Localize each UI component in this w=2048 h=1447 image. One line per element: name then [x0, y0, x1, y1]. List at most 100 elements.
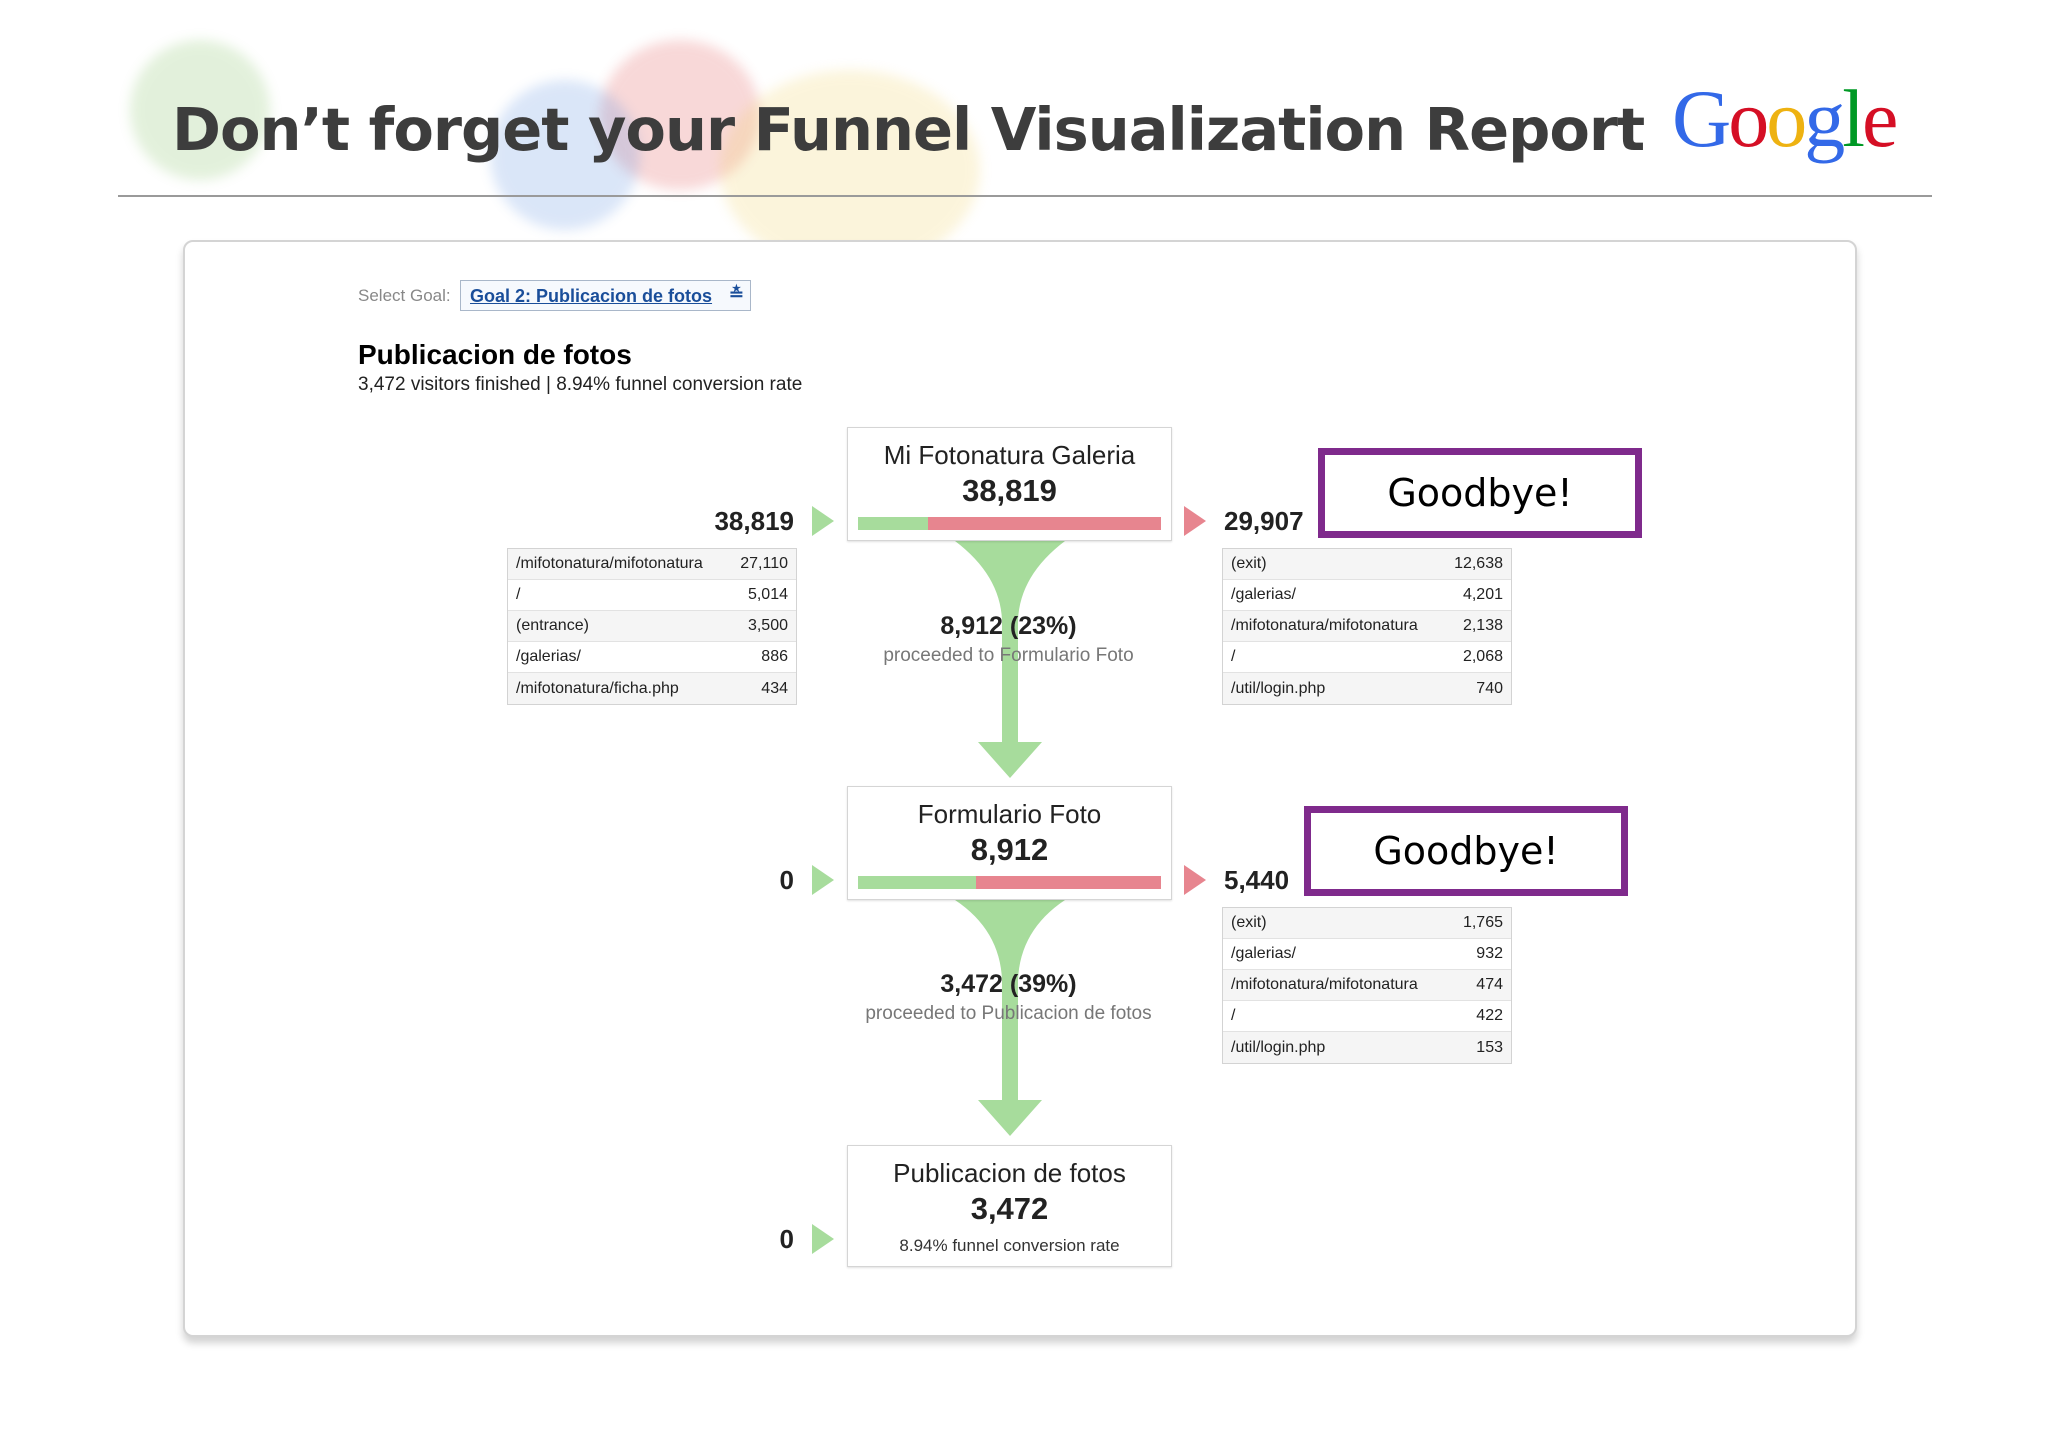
page-url: (exit)	[1231, 555, 1267, 572]
logo-letter: e	[1862, 73, 1898, 164]
exits-count: 29,907	[1224, 506, 1304, 536]
table-row: /mifotonatura/mifotonatura 474	[1223, 970, 1511, 1001]
table-row: /galerias/932	[1223, 939, 1511, 970]
page-count: 474	[1476, 976, 1503, 993]
goodbye-callout-2: Goodbye!	[1304, 806, 1628, 896]
page-url: /	[1231, 1007, 1236, 1024]
page-url: /galerias/	[1231, 586, 1296, 603]
decorative-balloon-blue	[490, 80, 640, 230]
table-row: / 422	[1223, 1001, 1511, 1032]
page-url: /util/login.php	[1231, 1038, 1326, 1056]
entrances-count: 0	[779, 865, 794, 895]
page-url: /mifotonatura/mifotonatura	[1231, 617, 1418, 634]
funnel-step-publicacion-de-fotos: Publicacion de fotos 3,472 8.94% funnel …	[847, 1145, 1172, 1267]
decorative-balloon-red	[600, 40, 760, 190]
exits-count: 5,440	[1224, 865, 1290, 895]
funnel-step-mi-fotonatura-galeria: Mi Fotonatura Galeria 38,819	[847, 427, 1172, 541]
step-conversion-note: 8.94% funnel conversion rate	[899, 1236, 1120, 1255]
table-row: /mifotonatura/mifotonatura 27,110	[508, 549, 796, 580]
table-row: /util/login.php 153	[1223, 1032, 1511, 1063]
proceeded-summary-2: 3,472 (39%) proceeded to Publicacion de …	[847, 970, 1170, 1025]
goodbye-callout-1: Goodbye!	[1318, 448, 1642, 538]
page-count: 2,138	[1462, 617, 1503, 634]
slide-title: Don’t forget your Funnel Visualization R…	[172, 95, 1645, 164]
exit-fill	[976, 876, 1161, 889]
logo-letter: G	[1672, 73, 1731, 164]
table-row: (exit) 1,765	[1223, 908, 1511, 939]
proceed-fill	[858, 517, 928, 530]
table-row: /mifotonatura/mifotonatura 2,138	[1223, 611, 1511, 642]
decorative-balloon-yellow	[720, 70, 980, 270]
table-row: (exit) 12,638	[1223, 549, 1511, 580]
page-count: 932	[1476, 945, 1503, 962]
proceeded-count: 8,912 (23%)	[940, 612, 1077, 640]
report-title: Publicacion de fotos	[358, 339, 632, 370]
page-count: 2,068	[1462, 648, 1503, 665]
page-count: 153	[1476, 1038, 1503, 1056]
step-name: Publicacion de fotos	[893, 1158, 1126, 1188]
page-url: (exit)	[1231, 914, 1267, 931]
entrances-count: 38,819	[714, 506, 794, 536]
logo-letter: o	[1766, 73, 1807, 164]
proceeded-label: proceeded to Formulario Foto	[883, 645, 1134, 666]
step-count: 8,912	[970, 832, 1049, 867]
entrance-arrow-icon	[812, 865, 834, 895]
page-url: /util/login.php	[1231, 679, 1326, 697]
proceeded-label: proceeded to Publicacion de fotos	[865, 1003, 1152, 1024]
page-url: /mifotonatura/mifotonatura	[1231, 976, 1418, 993]
page-count: 1,765	[1462, 914, 1503, 931]
page-count: 886	[761, 648, 788, 665]
proceeded-count: 3,472 (39%)	[940, 970, 1077, 998]
table-row: / 5,014	[508, 580, 796, 611]
exit-fill	[927, 517, 1161, 530]
page-url: /mifotonatura/ficha.php	[516, 679, 679, 697]
title-divider	[118, 195, 1932, 197]
goal-select-value[interactable]: Goal 2: Publicacion de fotos	[470, 286, 713, 306]
page-url: /mifotonatura/mifotonatura	[516, 555, 703, 572]
table-row: /galerias/886	[508, 642, 796, 673]
logo-letter: g	[1804, 73, 1845, 164]
page-url: /	[516, 586, 521, 603]
goal-select[interactable]: Goal 2: Publicacion de fotos ≛	[460, 280, 751, 311]
table-row: /mifotonatura/ficha.php 434	[508, 673, 796, 704]
exit-arrow-icon	[1184, 506, 1206, 536]
logo-letter: o	[1728, 73, 1769, 164]
funnel-step-formulario-foto: Formulario Foto 8,912	[847, 786, 1172, 900]
table-row: (entrance) 3,500	[508, 611, 796, 642]
table-row: / 2,068	[1223, 642, 1511, 673]
entrance-arrow-icon	[812, 506, 834, 536]
decorative-balloon-green	[130, 40, 270, 180]
entrance-arrow-icon	[812, 1224, 834, 1254]
table-row: /util/login.php 740	[1223, 673, 1511, 704]
google-logo: Google	[1672, 72, 1898, 166]
page-count: 434	[761, 679, 788, 697]
select-goal-label: Select Goal:	[358, 286, 451, 305]
page-count: 27,110	[740, 555, 788, 572]
page-count: 5,014	[747, 586, 788, 603]
step-name: Formulario Foto	[917, 799, 1102, 829]
funnel-arrow-1	[955, 541, 1065, 778]
report-subtitle: 3,472 visitors finished | 8.94% funnel c…	[358, 374, 803, 395]
page-count: 3,500	[747, 617, 788, 634]
page-url: /	[1231, 648, 1236, 665]
proceed-fill	[858, 876, 977, 889]
step-count: 3,472	[970, 1191, 1049, 1226]
page-count: 12,638	[1454, 555, 1503, 572]
proceeded-summary-1: 8,912 (23%) proceeded to Formulario Foto	[847, 612, 1170, 667]
step-count: 38,819	[962, 473, 1057, 508]
step-progress-bar	[858, 876, 1161, 889]
entrance-pages-table: /mifotonatura/mifotonatura 27,110 /5,014 …	[507, 548, 797, 705]
funnel-arrow-2	[955, 900, 1065, 1136]
exit-pages-table: (exit) 1,765 /galerias/932 /mifotonatura/…	[1222, 907, 1512, 1064]
step-name: Mi Fotonatura Galeria	[883, 440, 1136, 470]
page-count: 422	[1476, 1007, 1503, 1024]
page-url: (entrance)	[516, 617, 589, 634]
page-count: 4,201	[1462, 586, 1503, 603]
table-row: /galerias/4,201	[1223, 580, 1511, 611]
logo-letter: l	[1842, 73, 1865, 164]
double-chevron-down-icon[interactable]: ≛	[728, 284, 744, 304]
page-url: /galerias/	[1231, 945, 1296, 962]
page-url: /galerias/	[516, 648, 581, 665]
exit-pages-table: (exit) 12,638 /galerias/4,201 /mifotonatu…	[1222, 548, 1512, 705]
